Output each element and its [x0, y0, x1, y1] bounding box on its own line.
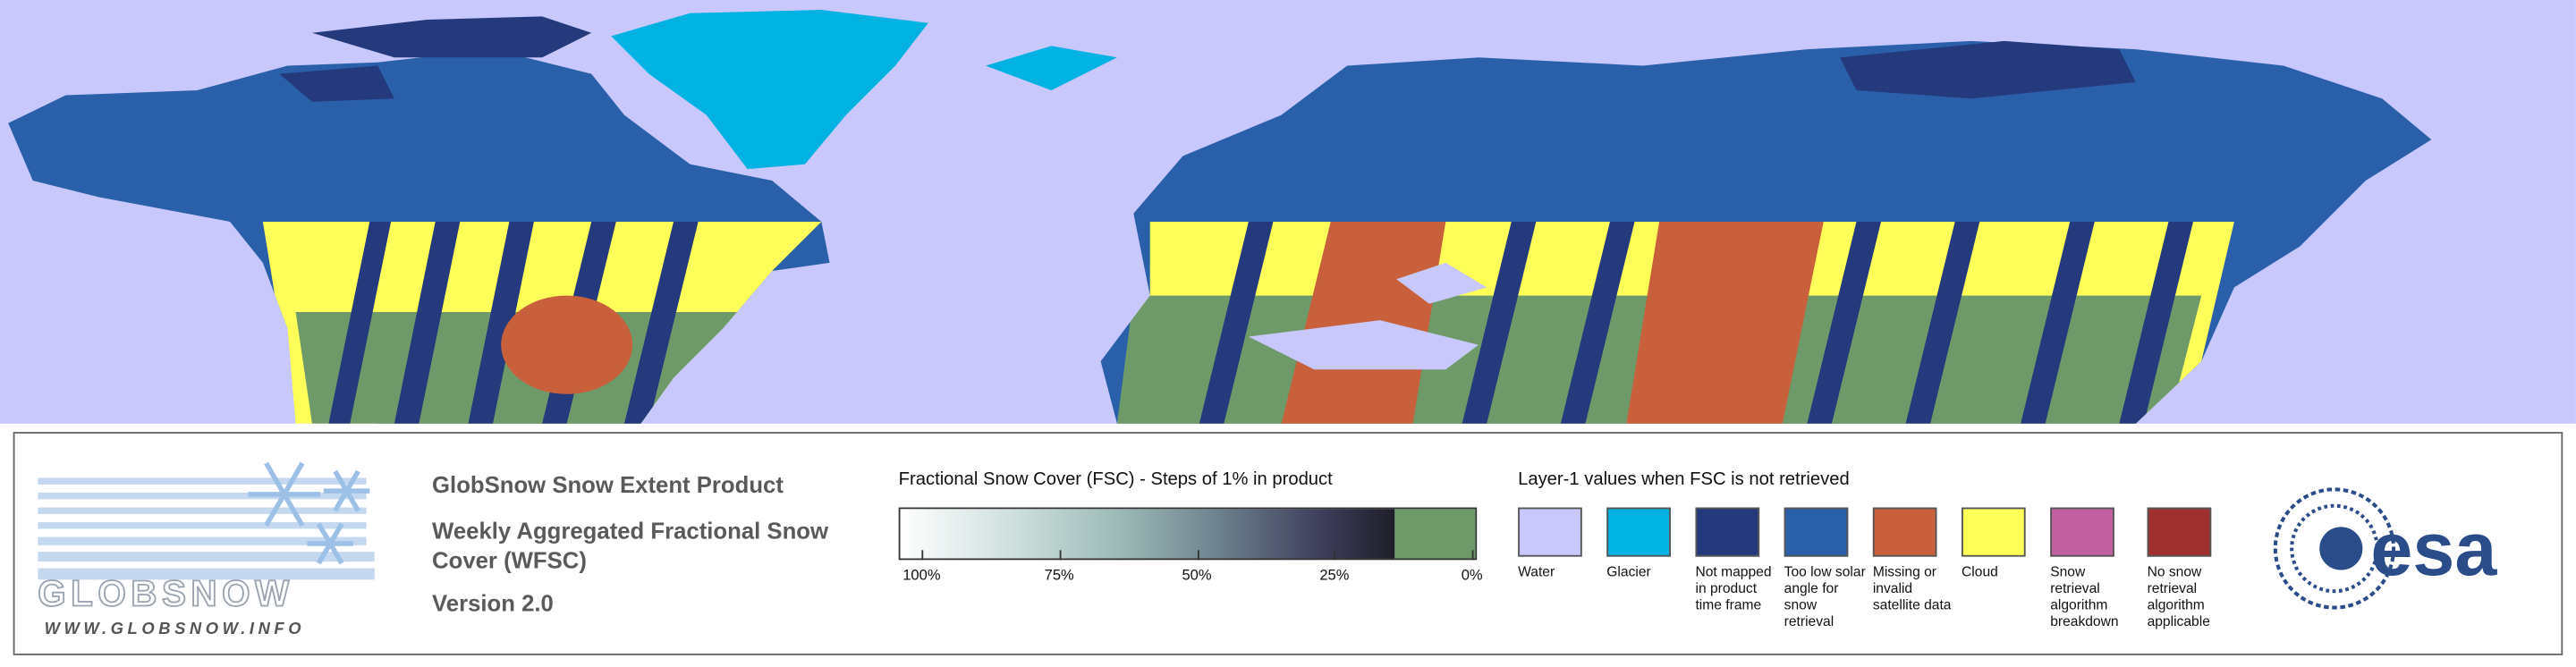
colorbar-tick-label: 100%	[902, 566, 941, 584]
colorbar-tick	[1197, 550, 1199, 561]
colorbar-tick	[921, 550, 924, 561]
legend-label: Cloud	[1962, 562, 1998, 580]
legend-swatch	[1872, 507, 1937, 557]
legend-panel: GLOBSNOW WWW.GLOBSNOW.INFO GlobSnow Snow…	[13, 432, 2563, 655]
colorbar-tick	[1059, 550, 1062, 561]
colorbar-tick-label: 75%	[1044, 566, 1074, 584]
product-subtitle: Weekly Aggregated Fractional Snow Cover …	[432, 517, 829, 574]
legend-label: Water	[1518, 562, 1555, 580]
colorbar-tick	[1334, 550, 1336, 561]
legend-swatch	[1962, 507, 2026, 557]
layer1-title: Layer-1 values when FSC is not retrieved	[1518, 469, 1850, 490]
colorbar-tick	[1471, 550, 1474, 561]
snow-map	[0, 0, 2576, 424]
product-version: Version 2.0	[432, 589, 554, 616]
colorbar-tick-label: 50%	[1182, 566, 1212, 584]
legend-label: Too low solar angle for snow retrieval	[1784, 562, 1866, 629]
legend-label: No snow retrieval algorithm applicable	[2147, 562, 2210, 629]
colorbar	[898, 507, 1478, 561]
legend-swatch	[1606, 507, 1671, 557]
legend-label: Snow retrieval algorithm breakdown	[2050, 562, 2119, 629]
legend-swatch	[1695, 507, 1760, 557]
logo-url: WWW.GLOBSNOW.INFO	[45, 619, 306, 636]
legend-label: Missing or invalid satellite data	[1872, 562, 1952, 613]
esa-text: esa	[2370, 507, 2497, 591]
legend-label: Glacier	[1606, 562, 1651, 580]
colorbar-zero	[1394, 509, 1476, 559]
legend-label: Not mapped in product time frame	[1695, 562, 1772, 613]
legend-swatch	[2147, 507, 2212, 557]
legend-swatch	[1518, 507, 1582, 557]
colorbar-title: Fractional Snow Cover (FSC) - Steps of 1…	[898, 469, 1333, 490]
colorbar-tick-label: 25%	[1319, 566, 1350, 584]
globsnow-logo: GLOBSNOW WWW.GLOBSNOW.INFO	[38, 461, 375, 636]
legend-swatch	[2050, 507, 2114, 557]
colorbar-gradient	[900, 509, 1395, 559]
legend-swatch	[1784, 507, 1849, 557]
product-title: GlobSnow Snow Extent Product	[432, 471, 784, 498]
colorbar-tick-label: 0%	[1461, 566, 1483, 584]
logo-name: GLOBSNOW	[38, 573, 293, 614]
esa-logo: esa	[2273, 487, 2497, 610]
